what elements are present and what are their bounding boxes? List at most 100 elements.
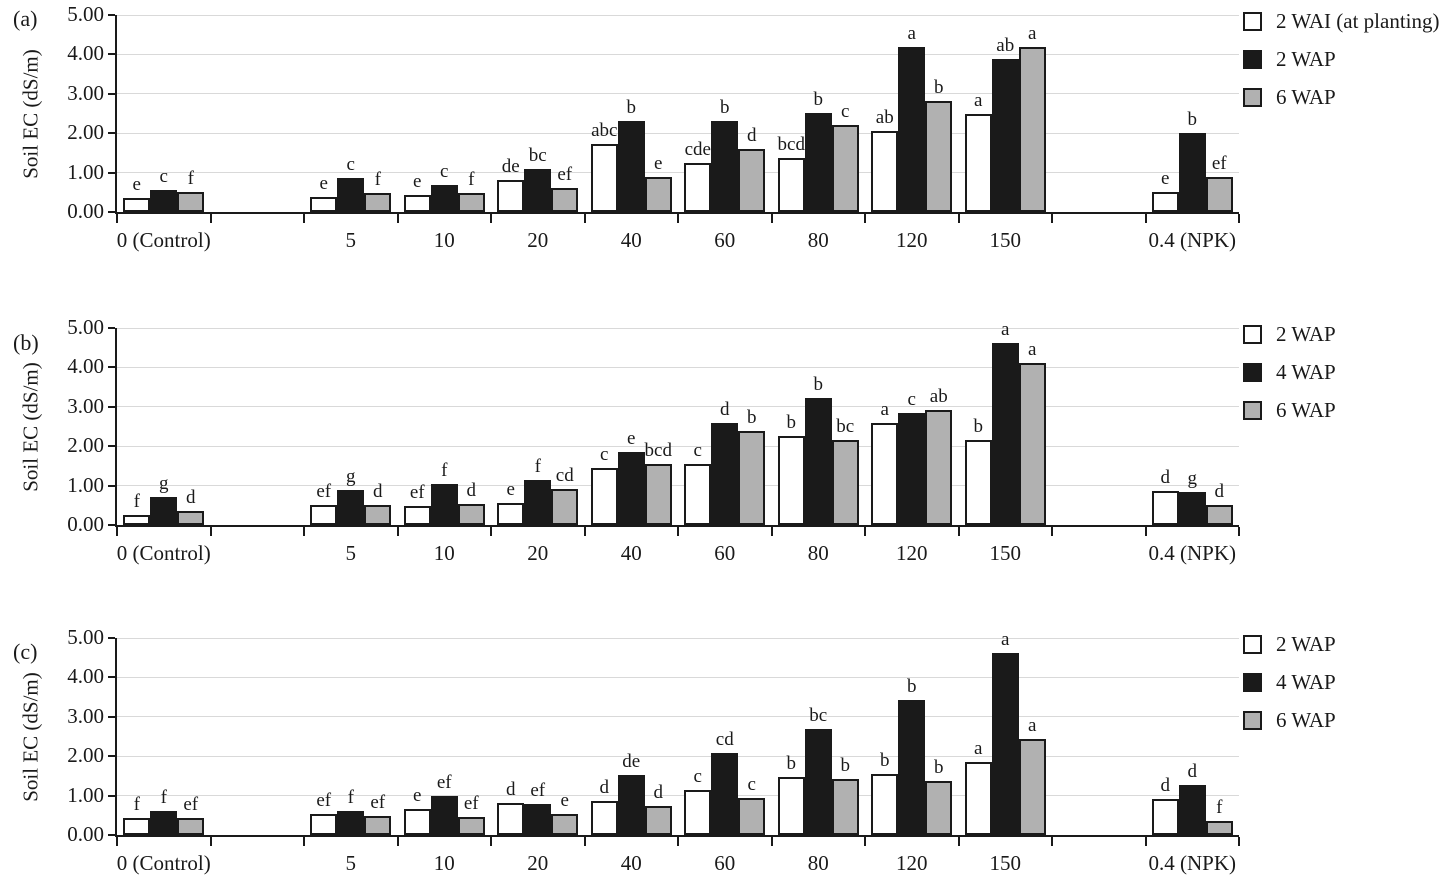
significance-letter: f [468, 169, 475, 191]
significance-letter: b [747, 407, 757, 429]
y-tick-label: 3.00 [67, 80, 104, 105]
significance-letter: c [159, 166, 168, 188]
significance-letter: bc [528, 144, 547, 166]
significance-letter: g [159, 473, 169, 495]
legend-swatch-black [1243, 363, 1262, 382]
bar-gray [925, 781, 953, 835]
x-category-label: 5 [345, 228, 357, 252]
bar-white [590, 144, 618, 212]
significance-letter: d [506, 779, 516, 801]
y-axis-title-text: Soil EC (dS/m) [18, 361, 43, 492]
bar-white [777, 777, 805, 835]
significance-letter: ef [530, 779, 546, 801]
legend-label: 6 WAP [1276, 708, 1336, 732]
x-axis-tick [396, 527, 399, 536]
bar-gray [831, 439, 859, 525]
significance-letter: b [813, 374, 824, 396]
x-axis-tick [864, 837, 866, 846]
y-tick-label: 1.00 [67, 159, 104, 184]
gridline [117, 53, 1239, 55]
bar-black [524, 168, 552, 212]
legend-swatch-gray [1243, 401, 1262, 420]
x-category-label: 80 [807, 851, 829, 875]
legend-label: 2 WAI (at planting) [1276, 9, 1440, 33]
bar-gray [177, 192, 205, 212]
bar-white [403, 194, 431, 212]
bar-gray [551, 814, 579, 835]
significance-letter: b [907, 675, 917, 697]
x-axis-tick [490, 527, 492, 536]
bar-gray [738, 798, 766, 835]
gridline [117, 676, 1239, 678]
bar-black [991, 652, 1019, 835]
bar-black [430, 484, 458, 525]
significance-letter: d [1160, 774, 1171, 796]
significance-letter: ab [875, 106, 894, 128]
legend-label: 6 WAP [1276, 398, 1336, 422]
y-tick-label: 5.00 [67, 315, 104, 340]
significance-letter: f [133, 793, 140, 815]
bar-gray [831, 125, 859, 212]
significance-letter: g [1187, 467, 1198, 489]
bar-gray [1205, 820, 1233, 835]
legend-label: 2 WAP [1276, 47, 1336, 71]
x-axis-tick [209, 527, 212, 536]
legend-label: 2 WAP [1276, 632, 1336, 656]
x-category-label: 80 [807, 541, 829, 565]
panel-letter-c: (c) [13, 639, 38, 664]
legend-item: 2 WAP [1243, 324, 1453, 345]
significance-letter: f [187, 168, 194, 190]
legend-item: 2 WAI (at planting) [1243, 9, 1453, 33]
x-category-label: 20 [527, 228, 549, 252]
x-axis-tick [677, 214, 679, 223]
x-category-label: 0.4 (NPK) [1148, 228, 1237, 252]
bar-gray [644, 464, 672, 525]
x-axis-tick [1238, 837, 1240, 846]
bar-black [617, 121, 645, 212]
significance-letter: b [934, 757, 944, 779]
x-axis-tick [583, 527, 586, 536]
significance-letter: cd [555, 465, 574, 487]
gridline [117, 172, 1239, 174]
legend-label: 4 WAP [1276, 360, 1336, 384]
plot-area: e c f e c f e c f de bc ef abc b e cde b d bcd b c ab a b a ab a e b… [108, 14, 1240, 223]
bar-white [684, 789, 712, 835]
significance-letter: d [373, 481, 383, 503]
significance-letter: b [626, 97, 637, 119]
x-category-label: 120 [896, 541, 928, 565]
x-axis-tick [209, 837, 212, 846]
legend-swatch-black [1243, 50, 1262, 69]
bar-black [337, 811, 365, 835]
bar-black [898, 46, 926, 212]
x-axis-tick [957, 527, 960, 536]
bar-white [310, 197, 338, 212]
significance-letter: a [1028, 714, 1037, 736]
significance-letter: a [974, 738, 983, 760]
bar-black [991, 342, 1019, 525]
x-axis-tick [490, 837, 492, 846]
x-axis-tick [583, 214, 586, 223]
x-category-label: 80 [807, 228, 829, 252]
bar-white [1151, 491, 1179, 525]
bar-white [590, 467, 618, 525]
x-axis-tick [303, 837, 305, 846]
significance-letter: ef [557, 163, 573, 185]
y-axis-tick [108, 327, 115, 329]
x-category-label: 10 [433, 228, 455, 252]
significance-letter: e [654, 152, 663, 174]
significance-letter: b [840, 755, 851, 777]
bar-black [430, 184, 458, 212]
significance-letter: b [880, 749, 890, 771]
legend-item: 4 WAP [1243, 360, 1453, 384]
bar-white [964, 440, 992, 525]
significance-letter: de [622, 750, 641, 772]
gridline [117, 716, 1239, 718]
bar-gray [177, 818, 205, 835]
significance-letter: d [186, 486, 196, 508]
significance-letter: a [907, 22, 916, 44]
y-axis-tick [108, 794, 115, 797]
significance-letter: ab [929, 386, 948, 408]
gridline [117, 93, 1239, 95]
significance-letter: ab [996, 35, 1015, 57]
bar-white [497, 803, 525, 835]
